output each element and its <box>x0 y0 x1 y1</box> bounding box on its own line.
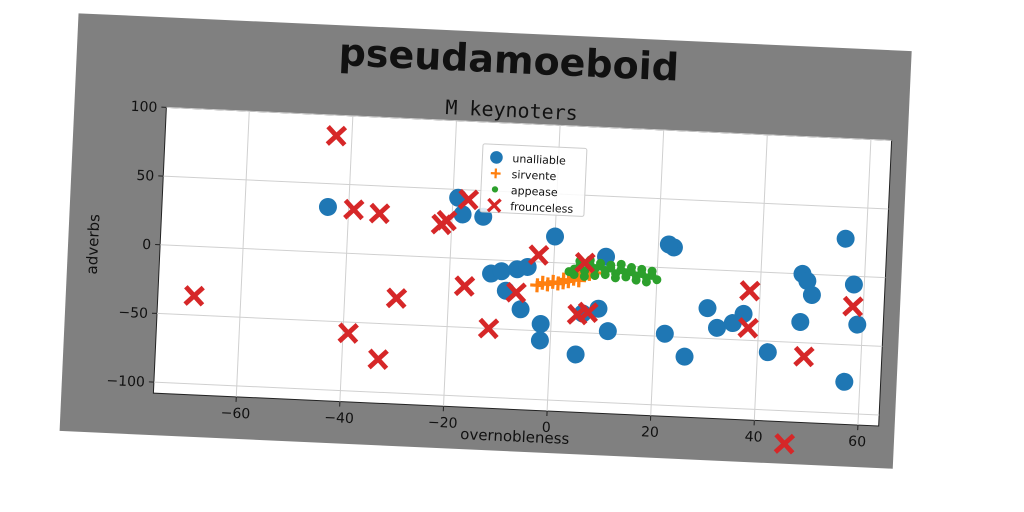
x-tick-label: −60 <box>220 405 250 422</box>
data-point-unalliable <box>655 324 674 343</box>
x-tick-label: 0 <box>542 420 552 436</box>
y-tick-label: 100 <box>130 99 157 116</box>
legend-marker-unalliable <box>490 151 503 164</box>
x-grid-line <box>857 139 872 426</box>
data-point-appease <box>606 260 616 270</box>
data-point-appease <box>610 273 620 283</box>
x-tick-label: −20 <box>428 415 458 432</box>
data-point-frounceless <box>477 317 500 340</box>
x-grid-line <box>650 129 665 416</box>
y-tick-label: 0 <box>142 237 152 253</box>
x-tick-label: 60 <box>848 434 867 451</box>
data-point-unalliable <box>566 345 585 364</box>
data-point-unalliable <box>848 315 867 334</box>
data-point-appease <box>600 270 610 280</box>
data-point-appease <box>626 263 636 273</box>
data-point-unalliable <box>546 227 565 246</box>
data-point-unalliable <box>511 300 530 319</box>
data-point-appease <box>652 275 662 285</box>
y-grid-line <box>153 381 880 416</box>
data-point-appease <box>621 272 631 282</box>
x-grid-line <box>235 111 250 397</box>
data-point-unalliable <box>791 312 810 331</box>
series-unalliable <box>318 188 867 391</box>
data-point-frounceless <box>773 433 796 455</box>
y-tick-label: 50 <box>136 168 155 185</box>
data-point-frounceless <box>842 295 864 318</box>
y-grid-line <box>166 106 892 141</box>
series-frounceless <box>183 125 864 455</box>
data-point-unalliable <box>698 299 717 318</box>
data-point-appease <box>616 259 626 269</box>
data-point-unalliable <box>598 322 617 341</box>
y-axis-ticks: −100 −50 0 50 100 <box>106 99 167 391</box>
data-point-unalliable <box>492 262 511 281</box>
legend-box <box>479 143 588 217</box>
data-point-unalliable <box>675 347 694 366</box>
data-point-appease <box>641 277 651 287</box>
data-point-sirvente <box>556 275 571 290</box>
data-point-frounceless <box>385 287 408 309</box>
data-point-unalliable <box>758 343 777 362</box>
data-point-unalliable <box>835 372 854 391</box>
x-tick-label: 40 <box>744 429 763 446</box>
legend-label-sirvente: sirvente <box>511 168 556 183</box>
x-grid-line <box>753 134 768 421</box>
y-grid-line <box>156 312 883 347</box>
legend-label-unalliable: unalliable <box>512 152 566 167</box>
data-point-appease <box>579 271 589 281</box>
data-point-unalliable <box>798 272 817 291</box>
y-tick-label: −50 <box>118 305 148 322</box>
data-point-unalliable <box>707 318 726 337</box>
data-point-unalliable <box>318 197 337 216</box>
data-point-frounceless <box>453 275 476 297</box>
data-point-unalliable <box>844 275 863 294</box>
legend-marker-sirvente <box>490 168 501 179</box>
data-point-frounceless <box>739 280 761 302</box>
data-point-appease <box>637 264 647 274</box>
data-point-appease <box>631 275 641 285</box>
data-point-appease <box>596 258 606 268</box>
data-point-appease <box>647 266 657 276</box>
data-point-frounceless <box>343 198 365 221</box>
data-point-sirvente <box>535 275 550 290</box>
data-point-frounceless <box>436 209 458 232</box>
x-axis-ticks: −60 −40 −20 0 20 40 60 <box>220 396 866 450</box>
data-point-unalliable <box>802 285 821 304</box>
data-point-unalliable <box>531 314 550 333</box>
x-grid-line <box>339 115 354 402</box>
data-point-frounceless <box>793 345 815 368</box>
data-point-appease <box>590 271 600 281</box>
legend-marker-appease <box>491 186 499 193</box>
data-point-frounceless <box>367 348 389 370</box>
data-point-frounceless <box>337 322 359 344</box>
data-point-appease <box>569 270 579 280</box>
x-tick-label: −40 <box>324 410 354 427</box>
data-point-frounceless <box>737 317 759 339</box>
y-tick-label: −100 <box>106 373 145 391</box>
data-point-frounceless <box>325 125 348 147</box>
legend-marker-frounceless <box>486 197 502 213</box>
x-grid-line <box>442 120 457 407</box>
y-axis-label: adverbs <box>83 213 104 274</box>
data-marks <box>183 125 867 455</box>
data-point-unalliable <box>659 235 678 254</box>
data-point-frounceless <box>527 244 550 266</box>
data-point-frounceless <box>577 301 599 324</box>
data-point-frounceless <box>505 281 527 304</box>
data-point-unalliable <box>734 304 753 323</box>
data-point-unalliable <box>453 205 472 224</box>
data-point-frounceless <box>183 285 205 307</box>
data-point-frounceless <box>457 188 480 211</box>
data-point-frounceless <box>574 251 596 274</box>
x-axis-label: overnobleness <box>460 425 570 448</box>
data-point-unalliable <box>836 229 855 248</box>
legend-label-frounceless: frounceless <box>510 200 574 216</box>
data-point-frounceless <box>368 202 391 225</box>
data-point-unalliable <box>530 331 549 350</box>
x-tick-label: 20 <box>641 424 660 441</box>
legend-label-appease: appease <box>511 184 558 199</box>
